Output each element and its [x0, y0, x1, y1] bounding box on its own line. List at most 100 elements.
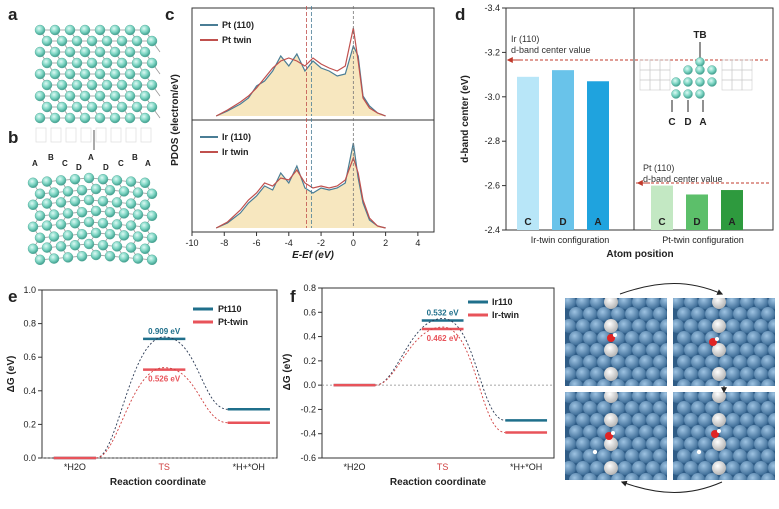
- surface-atom: [705, 473, 719, 480]
- twin-atom: [604, 319, 618, 333]
- surface-atom: [625, 473, 639, 480]
- oxygen-atom: [711, 430, 719, 438]
- surface-atom: [565, 461, 576, 475]
- y-tick-label: -0.6: [300, 453, 316, 463]
- y-tick-label: 0.4: [303, 332, 316, 342]
- atom: [116, 57, 128, 69]
- atom: [118, 208, 130, 219]
- surface-atom: [618, 319, 632, 333]
- surface-atom: [691, 355, 705, 369]
- surface-atom: [597, 473, 611, 480]
- atom: [76, 251, 88, 262]
- ref-ir-label-1: Ir (110): [511, 34, 539, 44]
- site-label: A: [32, 159, 38, 168]
- surface-atom: [761, 331, 775, 345]
- atom: [104, 206, 116, 218]
- x-tick-label: -6: [253, 238, 261, 248]
- surface-atom: [754, 392, 768, 403]
- atom: [132, 231, 144, 242]
- y-tick-label: 0.6: [23, 352, 36, 362]
- surface-atom: [653, 355, 667, 369]
- atom: [56, 79, 68, 91]
- surface-atom: [625, 331, 639, 345]
- surface-atom: [761, 355, 775, 369]
- surface-atom: [639, 355, 653, 369]
- panel-label-c: c: [165, 5, 174, 24]
- site-label: D: [103, 163, 109, 172]
- surface-atom: [565, 437, 576, 451]
- surface-atom: [747, 307, 761, 321]
- atom: [71, 57, 83, 69]
- lattice-cell: [649, 69, 661, 81]
- surface-atom: [754, 437, 768, 451]
- atom: [56, 57, 68, 69]
- ref-pt-label-1: Pt (110): [643, 163, 674, 173]
- twin-atom: [604, 413, 618, 427]
- surface-atom: [660, 392, 667, 403]
- lattice-cell: [741, 59, 753, 71]
- atom: [111, 175, 123, 186]
- atom: [71, 79, 83, 91]
- surface-atom: [677, 307, 691, 321]
- atom: [27, 221, 39, 233]
- surface-atom: [583, 401, 597, 415]
- surface-atom: [660, 461, 667, 475]
- surface-atom: [677, 331, 691, 345]
- surface-atom: [684, 343, 698, 357]
- ghost-cell: [80, 127, 92, 143]
- e-y-ticks: 0.0 0.2 0.4 0.6 0.8 1.0: [23, 285, 42, 463]
- surface-atom: [625, 307, 639, 321]
- ts-barrier-label: 0.532 eV: [427, 309, 460, 318]
- hydrogen-atom: [613, 333, 617, 337]
- bar-category-label: C: [524, 217, 531, 228]
- lattice-cell: [639, 59, 651, 71]
- surface-atom: [768, 413, 775, 427]
- legend-ir-twin: Ir twin: [222, 147, 249, 157]
- atom: [101, 35, 113, 47]
- ghost-cell: [140, 127, 152, 143]
- atom: [34, 188, 46, 200]
- surface-atom: [673, 392, 684, 403]
- atom: [90, 183, 102, 195]
- atom: [94, 68, 106, 80]
- surface-atom: [569, 425, 583, 439]
- surface-atom: [684, 437, 698, 451]
- surface-atom: [768, 367, 775, 381]
- atom: [116, 101, 128, 113]
- atom: [79, 68, 91, 80]
- atom: [94, 46, 106, 58]
- twin-atom: [712, 413, 726, 427]
- surface-atom: [646, 367, 660, 381]
- dband-x-label: Atom position: [606, 249, 673, 260]
- legend-pt-twin: Pt twin: [222, 35, 252, 45]
- surface-atom: [625, 379, 639, 386]
- surface-atom: [740, 392, 754, 403]
- surface-atom: [719, 401, 733, 415]
- atom: [132, 187, 144, 198]
- atom: [131, 35, 143, 47]
- surface-atom: [646, 437, 660, 451]
- surface-atom: [719, 425, 733, 439]
- surface-atom: [625, 401, 639, 415]
- panel-label-e: e: [8, 287, 17, 306]
- lattice-cell: [649, 79, 661, 91]
- surface-atom: [761, 425, 775, 439]
- surface-atom: [768, 461, 775, 475]
- atom: [707, 77, 717, 87]
- atom: [118, 186, 130, 197]
- panel-a-crystal-model: [34, 24, 161, 124]
- atom: [97, 239, 109, 251]
- inset-d-label: D: [684, 117, 691, 128]
- atom: [139, 68, 151, 80]
- dband-frame: [505, 7, 774, 231]
- surface-atom: [719, 449, 733, 463]
- atom: [146, 210, 158, 222]
- atom: [62, 252, 74, 263]
- surface-atom: [569, 355, 583, 369]
- atom: [109, 46, 121, 58]
- surface-atom: [740, 437, 754, 451]
- atom: [86, 35, 98, 47]
- atom: [111, 241, 123, 252]
- atom: [41, 176, 53, 187]
- y-tick-label: 0.8: [23, 319, 36, 329]
